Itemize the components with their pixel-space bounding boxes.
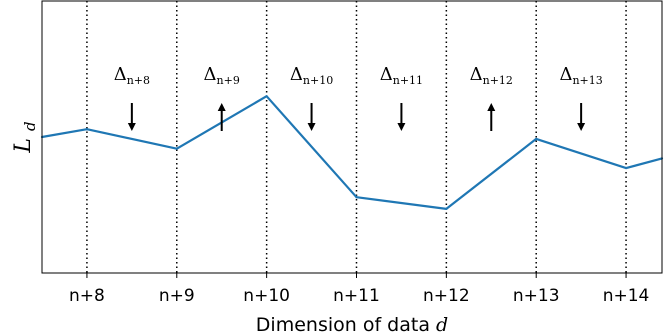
arrow-up-icon bbox=[487, 103, 496, 111]
y-axis-label: L d bbox=[11, 121, 39, 153]
y-axis-label-sub: d bbox=[21, 121, 39, 131]
arrow-down-icon bbox=[577, 123, 586, 131]
x-axis-label: Dimension of data d bbox=[256, 314, 448, 335]
delta-label-n+13: Δn+13 bbox=[559, 64, 602, 87]
x-tick-label-n+8: n+8 bbox=[69, 286, 105, 306]
data-point-7 bbox=[624, 166, 628, 170]
data-point-1 bbox=[85, 128, 89, 131]
data-point-2 bbox=[175, 147, 178, 150]
grid-lines bbox=[86, 1, 627, 273]
data-point-5 bbox=[445, 207, 448, 210]
delta-annotation-n+13: Δn+13 bbox=[559, 64, 603, 131]
delta-annotation-n+11: Δn+11 bbox=[380, 64, 423, 131]
delta-label-n+12: Δn+12 bbox=[470, 64, 513, 87]
arrow-down-icon bbox=[127, 123, 136, 131]
delta-label-n+9: Δn+9 bbox=[204, 64, 240, 87]
delta-label-n+11: Δn+11 bbox=[380, 64, 423, 87]
x-ticks: n+8 n+9 n+10 n+11 n+12 n+13 n+14 bbox=[69, 273, 649, 306]
x-tick-label-n+14: n+14 bbox=[603, 286, 650, 306]
x-axis-label-var: d bbox=[436, 314, 448, 335]
delta-label-n+10: Δn+10 bbox=[290, 64, 333, 87]
delta-label-n+8: Δn+8 bbox=[114, 64, 150, 87]
x-tick-label-n+11: n+11 bbox=[333, 286, 380, 306]
arrow-up-icon bbox=[217, 103, 226, 111]
delta-annotation-n+10: Δn+10 bbox=[290, 64, 333, 131]
series-line bbox=[41, 95, 663, 210]
axes-frame bbox=[41, 0, 663, 274]
delta-annotation-n+9: Δn+9 bbox=[204, 64, 240, 131]
data-point-6 bbox=[535, 137, 538, 141]
x-tick-label-n+12: n+12 bbox=[423, 286, 470, 306]
arrow-down-icon bbox=[397, 123, 406, 131]
delta-annotations: Δn+8 Δn+9 Δn+10 Δn+11 Δn+12 Δn+13 bbox=[114, 64, 603, 131]
data-point-3 bbox=[265, 95, 268, 98]
delta-annotation-n+8: Δn+8 bbox=[114, 64, 150, 131]
x-tick-label-n+13: n+13 bbox=[513, 286, 560, 306]
x-tick-label-n+10: n+10 bbox=[243, 286, 290, 306]
arrow-down-icon bbox=[307, 123, 316, 131]
y-axis-label-main: L bbox=[11, 138, 36, 154]
x-tick-label-n+9: n+9 bbox=[159, 286, 195, 306]
delta-annotation-n+12: Δn+12 bbox=[470, 64, 513, 131]
x-axis-label-main: Dimension of data bbox=[256, 314, 430, 335]
data-point-4 bbox=[355, 196, 358, 199]
data-points bbox=[40, 95, 664, 210]
